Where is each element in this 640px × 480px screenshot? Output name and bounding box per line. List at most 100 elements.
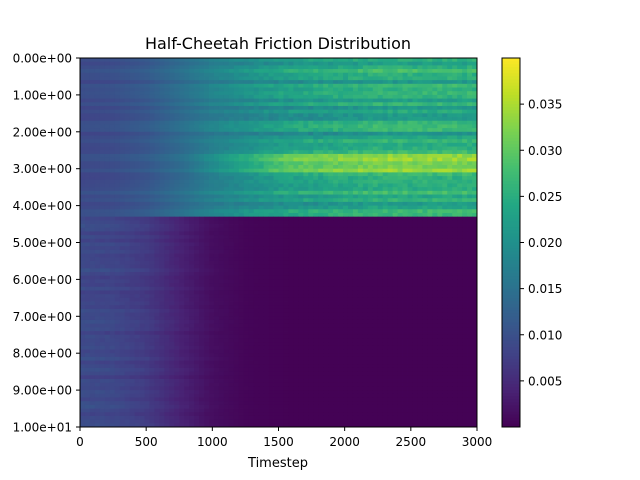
heatmap-cell (347, 253, 354, 258)
heatmap-cell (243, 242, 250, 247)
heatmap-cell (298, 168, 304, 173)
heatmap-cell (447, 65, 453, 70)
heatmap-cell (313, 146, 319, 151)
heatmap-cell (457, 231, 463, 236)
heatmap-cell (467, 172, 473, 177)
heatmap-cell (159, 231, 165, 236)
heatmap-cell (154, 275, 160, 280)
heatmap-cell (89, 286, 96, 291)
heatmap-cell (303, 117, 309, 122)
heatmap-cell (144, 120, 150, 125)
heatmap-cell (184, 157, 190, 162)
heatmap-cell (407, 201, 413, 206)
heatmap-cell (99, 117, 106, 122)
heatmap-cell (268, 179, 274, 184)
heatmap-cell (387, 168, 394, 173)
heatmap-cell (377, 201, 384, 206)
heatmap-cell (134, 165, 140, 170)
heatmap-cell (457, 209, 463, 214)
heatmap-cell (278, 117, 284, 122)
heatmap-cell (228, 235, 235, 240)
heatmap-cell (80, 209, 86, 214)
heatmap-cell (144, 249, 150, 254)
heatmap-cell (323, 98, 329, 103)
heatmap-cell (347, 157, 354, 162)
heatmap-cell (149, 124, 155, 129)
heatmap-cell (472, 161, 478, 166)
heatmap-cell (179, 205, 185, 210)
heatmap-cell (169, 94, 175, 99)
heatmap-cell (159, 268, 165, 273)
heatmap-cell (139, 131, 145, 136)
heatmap-cell (318, 139, 324, 144)
heatmap-cell (472, 124, 478, 129)
heatmap-cell (184, 91, 190, 96)
heatmap-cell (303, 235, 309, 240)
heatmap-cell (308, 91, 314, 96)
heatmap-cell (179, 238, 185, 243)
heatmap-cell (253, 283, 260, 288)
heatmap-cell (99, 94, 106, 99)
heatmap-cell (124, 249, 131, 254)
heatmap-cell (352, 198, 359, 203)
heatmap-cell (154, 109, 160, 114)
heatmap-cell (253, 157, 260, 162)
heatmap-cell (402, 220, 408, 225)
heatmap-cell (457, 242, 463, 247)
heatmap-cell (313, 109, 319, 114)
heatmap-cell (323, 179, 329, 184)
heatmap-cell (457, 268, 463, 273)
heatmap-cell (199, 264, 205, 269)
heatmap-cell (243, 117, 250, 122)
heatmap-cell (109, 275, 116, 280)
heatmap-cell (189, 216, 195, 221)
heatmap-cell (179, 194, 185, 199)
heatmap-cell (149, 198, 155, 203)
heatmap-cell (447, 105, 453, 111)
heatmap-cell (273, 268, 279, 273)
heatmap-cell (283, 268, 289, 273)
heatmap-cell (94, 105, 101, 111)
heatmap-cell (318, 216, 324, 221)
heatmap-cell (323, 117, 329, 122)
heatmap-cell (243, 83, 250, 88)
heatmap-cell (357, 224, 364, 229)
heatmap-cell (80, 105, 86, 111)
heatmap-cell (258, 117, 265, 122)
heatmap-cell (154, 209, 160, 214)
heatmap-cell (387, 139, 394, 144)
heatmap-cell (223, 209, 230, 214)
heatmap-cell (422, 257, 428, 262)
heatmap-cell (258, 190, 265, 195)
heatmap-cell (362, 153, 369, 159)
heatmap-cell (412, 198, 418, 203)
heatmap-cell (268, 275, 274, 280)
heatmap-cell (179, 135, 185, 140)
heatmap-cell (338, 120, 344, 125)
heatmap-cell (84, 253, 91, 258)
heatmap-cell (462, 98, 468, 103)
heatmap-cell (189, 272, 195, 277)
heatmap-cell (323, 153, 329, 159)
heatmap-cell (129, 135, 135, 140)
heatmap-cell (184, 76, 190, 81)
heatmap-cell (99, 72, 106, 77)
heatmap-cell (387, 253, 394, 258)
heatmap-cell (333, 187, 339, 192)
heatmap-cell (387, 109, 394, 114)
heatmap-cell (308, 264, 314, 269)
heatmap-cell (99, 246, 106, 251)
heatmap-cell (218, 268, 225, 273)
heatmap-cell (432, 87, 438, 92)
heatmap-cell (437, 94, 443, 99)
heatmap-cell (189, 161, 195, 166)
heatmap-cell (422, 102, 428, 107)
heatmap-cell (174, 257, 180, 262)
heatmap-cell (194, 146, 200, 151)
heatmap-cell (407, 227, 413, 232)
heatmap-cell (149, 268, 155, 273)
heatmap-cell (397, 179, 403, 184)
heatmap-cell (288, 272, 294, 277)
heatmap-cell (278, 120, 284, 125)
heatmap-cell (114, 80, 121, 85)
